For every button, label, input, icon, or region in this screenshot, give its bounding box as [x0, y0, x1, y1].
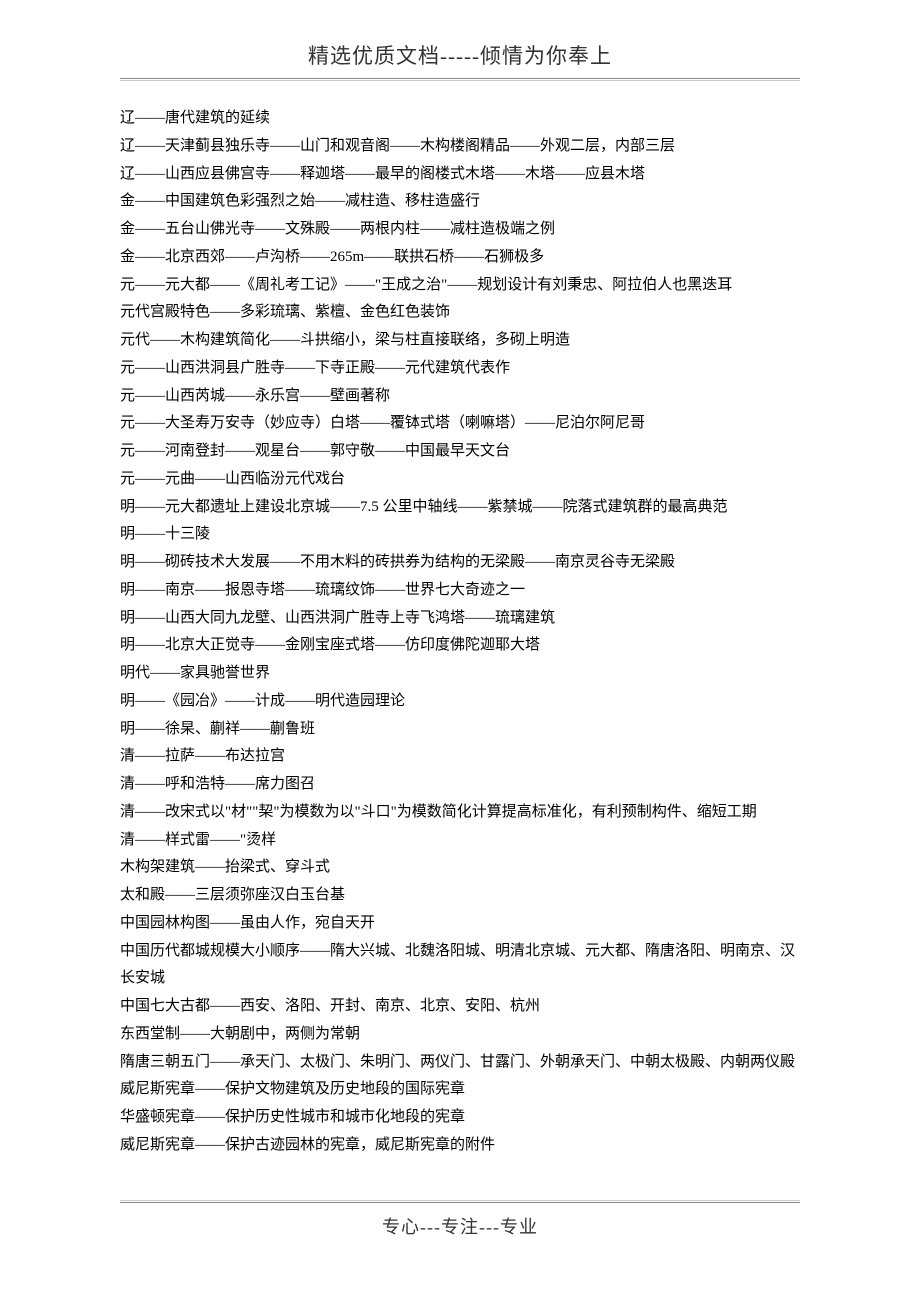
- content-line: 威尼斯宪章——保护文物建筑及历史地段的国际宪章: [120, 1076, 800, 1104]
- content-line: 明——十三陵: [120, 521, 800, 549]
- content-line: 清——呼和浩特——席力图召: [120, 771, 800, 799]
- content-line: 元——元曲——山西临汾元代戏台: [120, 466, 800, 494]
- content-line: 清——样式雷——"烫样: [120, 827, 800, 855]
- content-line: 辽——唐代建筑的延续: [120, 105, 800, 133]
- content-line: 元——河南登封——观星台——郭守敬——中国最早天文台: [120, 438, 800, 466]
- content-line: 明——北京大正觉寺——金刚宝座式塔——仿印度佛陀迦耶大塔: [120, 632, 800, 660]
- footer-divider: [120, 1200, 800, 1203]
- content-line: 辽——山西应县佛宫寺——释迦塔——最早的阁楼式木塔——木塔——应县木塔: [120, 161, 800, 189]
- content-line: 明——徐杲、蒯祥——蒯鲁班: [120, 716, 800, 744]
- content-line: 辽——天津蓟县独乐寺——山门和观音阁——木构楼阁精品——外观二层，内部三层: [120, 133, 800, 161]
- content-line: 明——砌砖技术大发展——不用木料的砖拱券为结构的无梁殿——南京灵谷寺无梁殿: [120, 549, 800, 577]
- document-page: 精选优质文档-----倾情为你奉上 辽——唐代建筑的延续辽——天津蓟县独乐寺——…: [0, 0, 920, 1289]
- content-line: 隋唐三朝五门——承天门、太极门、朱明门、两仪门、甘露门、外朝承天门、中朝太极殿、…: [120, 1049, 800, 1077]
- content-line: 东西堂制——大朝剧中，两侧为常朝: [120, 1021, 800, 1049]
- content-line: 元——山西芮城——永乐宫——壁画著称: [120, 383, 800, 411]
- content-line: 明——山西大同九龙壁、山西洪洞广胜寺上寺飞鸿塔——琉璃建筑: [120, 605, 800, 633]
- content-line: 元——大圣寿万安寺（妙应寺）白塔——覆钵式塔（喇嘛塔）——尼泊尔阿尼哥: [120, 410, 800, 438]
- content-line: 金——中国建筑色彩强烈之始——减柱造、移柱造盛行: [120, 188, 800, 216]
- content-line: 明——《园冶》——计成——明代造园理论: [120, 688, 800, 716]
- content-line: 中国园林构图——虽由人作，宛自天开: [120, 910, 800, 938]
- content-line: 木构架建筑——抬梁式、穿斗式: [120, 854, 800, 882]
- content-line: 清——改宋式以"材""栔"为模数为以"斗口"为模数简化计算提高标准化，有利预制构…: [120, 799, 800, 827]
- content-line: 元代——木构建筑简化——斗拱缩小，梁与柱直接联络，多砌上明造: [120, 327, 800, 355]
- content-line: 明——元大都遗址上建设北京城——7.5 公里中轴线——紫禁城——院落式建筑群的最…: [120, 494, 800, 522]
- content-line: 中国历代都城规模大小顺序——隋大兴城、北魏洛阳城、明清北京城、元大都、隋唐洛阳、…: [120, 938, 800, 994]
- content-line: 华盛顿宪章——保护历史性城市和城市化地段的宪章: [120, 1104, 800, 1132]
- page-footer: 专心---专注---专业: [120, 1213, 800, 1239]
- header-divider: [120, 78, 800, 81]
- content-line: 明——南京——报恩寺塔——琉璃纹饰——世界七大奇迹之一: [120, 577, 800, 605]
- content-line: 威尼斯宪章——保护古迹园林的宪章，威尼斯宪章的附件: [120, 1132, 800, 1160]
- document-content: 辽——唐代建筑的延续辽——天津蓟县独乐寺——山门和观音阁——木构楼阁精品——外观…: [120, 105, 800, 1160]
- content-line: 中国七大古都——西安、洛阳、开封、南京、北京、安阳、杭州: [120, 993, 800, 1021]
- content-line: 元——山西洪洞县广胜寺——下寺正殿——元代建筑代表作: [120, 355, 800, 383]
- content-line: 元——元大都——《周礼考工记》——"王成之治"——规划设计有刘秉忠、阿拉伯人也黑…: [120, 272, 800, 300]
- content-line: 元代宫殿特色——多彩琉璃、紫檀、金色红色装饰: [120, 299, 800, 327]
- content-line: 金——五台山佛光寺——文殊殿——两根内柱——减柱造极端之例: [120, 216, 800, 244]
- content-line: 金——北京西郊——卢沟桥——265m——联拱石桥——石狮极多: [120, 244, 800, 272]
- content-line: 太和殿——三层须弥座汉白玉台基: [120, 882, 800, 910]
- content-line: 明代——家具驰誉世界: [120, 660, 800, 688]
- content-line: 清——拉萨——布达拉宫: [120, 743, 800, 771]
- page-header: 精选优质文档-----倾情为你奉上: [120, 40, 800, 70]
